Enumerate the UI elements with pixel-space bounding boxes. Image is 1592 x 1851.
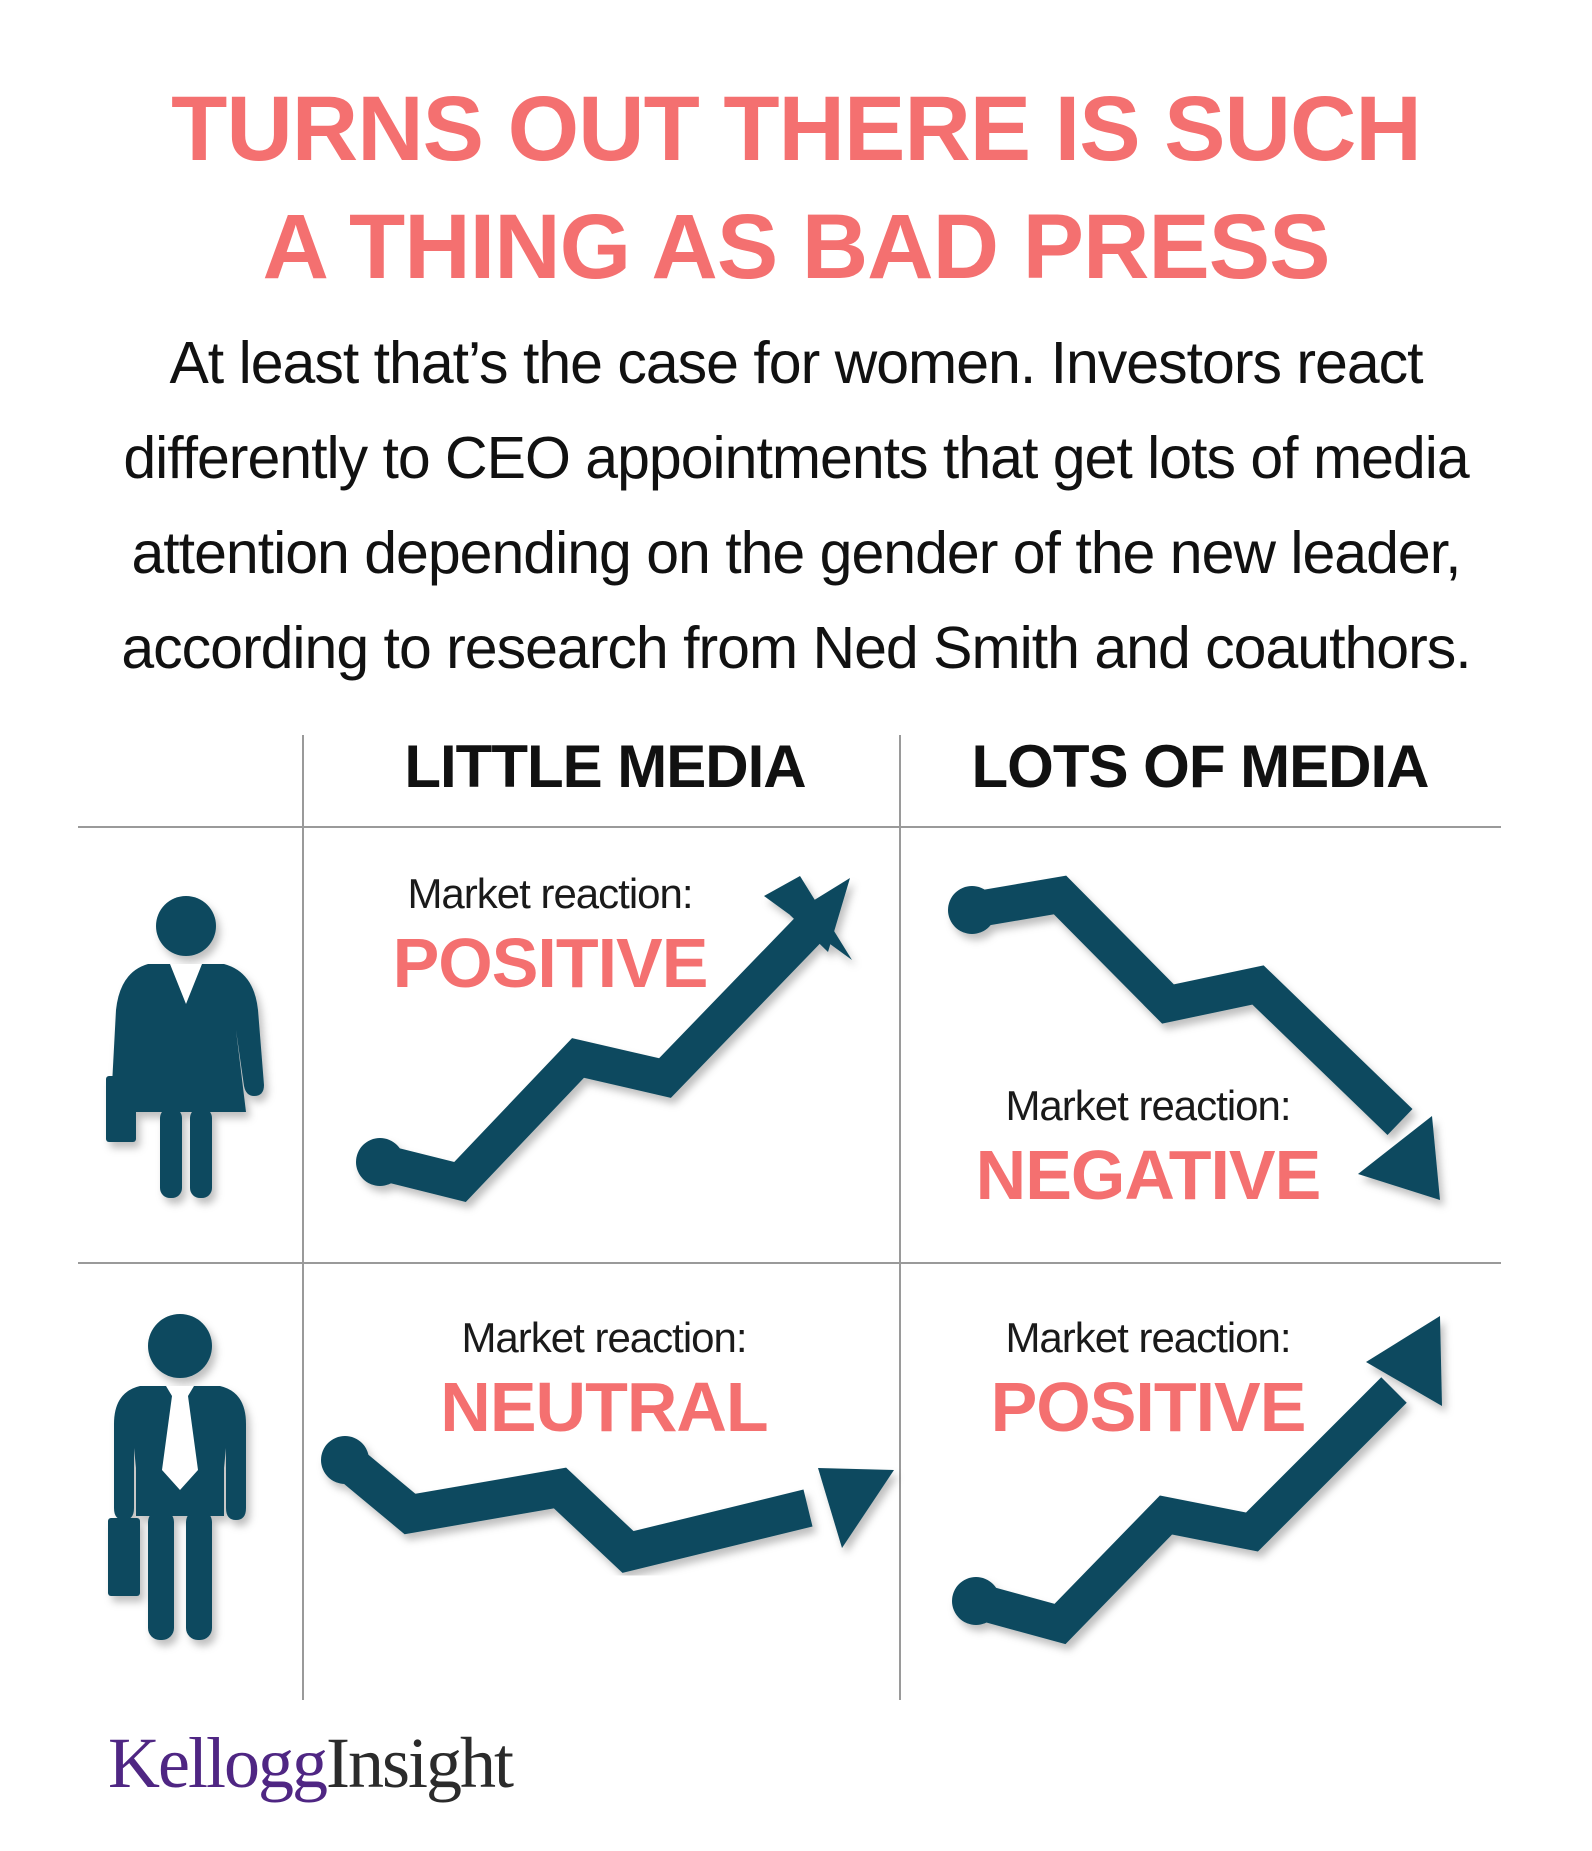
column-header-lots-of-media: LOTS OF MEDIA [971,733,1430,800]
logo-kellogg: Kellogg [108,1723,328,1803]
grid-vertical-middle [899,735,901,1700]
page-title: TURNS OUT THERE IS SUCH A THING AS BAD P… [0,70,1592,306]
intro-text: At least that’s the case for women. Inve… [121,330,1471,681]
reaction-value: POSITIVE [990,1368,1307,1446]
reaction-label: Market reaction: [461,1314,747,1361]
trend-arrow-up [356,876,852,1203]
trend-arrow-flat [321,1436,894,1573]
reaction-label: Market reaction: [407,870,693,917]
reaction-man-lots-of-media: Market reaction: POSITIVE [928,1312,1368,1450]
grid-horizontal-middle [78,1262,1501,1264]
trend-arrow-down [948,875,1440,1200]
reaction-label: Market reaction: [1005,1314,1291,1361]
column-header-little-media: LITTLE MEDIA [404,733,806,800]
title-line-1: TURNS OUT THERE IS SUCH [171,78,1422,180]
reaction-label: Market reaction: [1005,1082,1291,1129]
reaction-value: NEGATIVE [975,1136,1322,1214]
businessman-icon [108,1314,246,1640]
logo-insight: Insight [325,1723,514,1803]
kellogg-insight-logo: KelloggInsight [108,1718,514,1808]
reaction-man-little-media: Market reaction: NEUTRAL [384,1312,824,1450]
reaction-value: NEUTRAL [440,1368,768,1446]
trend-arrow-up-2 [952,1316,1442,1645]
reaction-value: POSITIVE [392,924,709,1002]
grid-vertical-left [302,735,304,1700]
reaction-woman-little-media: Market reaction: POSITIVE [330,868,770,1006]
businesswoman-icon [106,896,265,1198]
title-line-2: A THING AS BAD PRESS [262,196,1330,298]
reaction-woman-lots-of-media: Market reaction: NEGATIVE [928,1080,1368,1218]
grid-horizontal-top [78,826,1501,828]
